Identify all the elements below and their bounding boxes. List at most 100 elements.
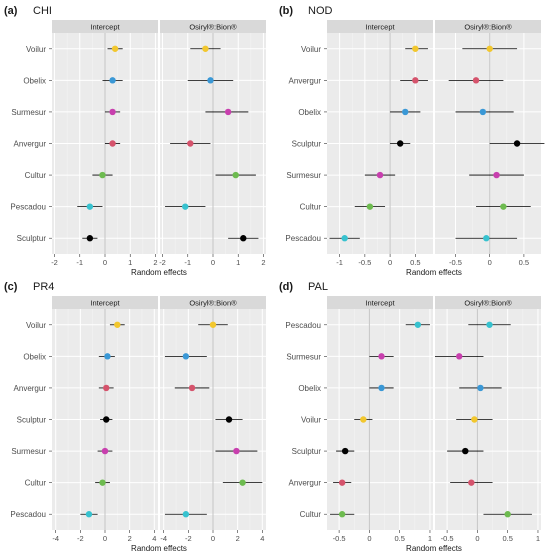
y-tick-label: Obelix: [298, 108, 321, 117]
y-tick-label: Anvergur: [14, 384, 47, 393]
y-tick-label: Pescadou: [10, 510, 46, 519]
point-cultur: [338, 511, 346, 518]
x-tick-label: 2: [261, 258, 265, 267]
facet-strip: [327, 296, 433, 309]
point-sculptur: [240, 235, 247, 242]
point-cultur: [366, 203, 374, 210]
point-anvergur: [109, 140, 116, 147]
y-tick-label: Cultur: [300, 510, 322, 519]
y-tick-label: Pescadou: [285, 234, 321, 243]
x-tick-label: -0.5: [449, 258, 462, 267]
point-anvergur: [103, 384, 110, 392]
x-tick-label: -1: [184, 258, 191, 267]
panel-title: NOD: [308, 5, 333, 17]
point-cultur: [239, 479, 246, 486]
x-tick-label: 0: [367, 534, 371, 543]
panel-pr4: (c) PR4 Voilur Obelix Anvergur Sculptur Surmes…: [4, 281, 266, 553]
panel-title: CHI: [33, 5, 52, 17]
facet-0: Intercept -0.5 0 0.5 1: [327, 296, 433, 543]
x-tick-label: 4: [260, 534, 264, 543]
point-voilur: [114, 321, 121, 328]
point-sculptur: [396, 140, 404, 147]
y-tick-label: Anvergur: [289, 76, 322, 85]
x-tick-label: 0.5: [519, 258, 529, 267]
x-tick-label: -0.5: [358, 258, 371, 267]
point-cultur: [99, 479, 106, 486]
x-tick-label: -2: [51, 258, 58, 267]
y-tick-label: Surmesur: [286, 352, 321, 361]
facet-strip: [435, 20, 541, 33]
x-tick-label: 0: [211, 258, 215, 267]
facet-strip-label: Osiryl®:Bion®: [189, 23, 237, 32]
point-sculptur: [86, 235, 94, 242]
point-pescadou: [483, 235, 490, 242]
x-tick-label: -4: [160, 534, 167, 543]
facet-strip-label: Intercept: [365, 23, 395, 32]
y-tick-label: Cultur: [25, 171, 47, 180]
point-anvergur: [468, 479, 475, 486]
x-tick-label: 2: [128, 534, 132, 543]
y-tick-label: Sculptur: [17, 234, 47, 243]
facet-1: Osiryl®:Bion® -4 -2 0 2 4: [160, 296, 266, 543]
point-pescadou: [182, 203, 189, 210]
x-tick-label: 1: [128, 258, 132, 267]
point-pescadou: [86, 203, 94, 210]
point-surmesur: [456, 353, 463, 360]
x-tick-label: -2: [159, 258, 166, 267]
point-obelix: [109, 77, 116, 84]
point-obelix: [207, 77, 214, 84]
point-voilur: [486, 45, 493, 52]
x-tick-label: 2: [236, 534, 240, 543]
point-surmesur: [101, 447, 109, 455]
facet-strip: [435, 296, 541, 309]
point-cultur: [504, 511, 511, 518]
y-tick-label: Sculptur: [292, 447, 322, 456]
panel-label: (d): [279, 281, 293, 293]
point-sculptur: [225, 416, 233, 423]
panel-label: (c): [4, 281, 18, 293]
facet-strip-label: Intercept: [90, 23, 120, 32]
panel-title: PAL: [308, 281, 328, 293]
point-anvergur: [187, 140, 194, 147]
y-tick-label: Voilur: [26, 321, 46, 330]
x-axis-title: Random effects: [131, 268, 187, 277]
y-tick-label: Anvergur: [14, 140, 47, 149]
y-tick-label: Cultur: [25, 479, 47, 488]
facet-1: Osiryl®:Bion® -2 -1 0 1 2: [159, 20, 266, 267]
y-tick-label: Obelix: [23, 352, 46, 361]
x-tick-label: -4: [52, 534, 59, 543]
x-tick-label: 0: [388, 258, 392, 267]
point-surmesur: [378, 353, 385, 360]
point-pescadou: [341, 235, 348, 242]
panel-label: (b): [279, 5, 293, 17]
x-tick-label: 0.5: [410, 258, 420, 267]
point-anvergur: [472, 77, 480, 84]
point-anvergur: [188, 384, 196, 392]
x-tick-label: 0.5: [394, 534, 404, 543]
point-cultur: [500, 203, 507, 210]
point-voilur: [202, 45, 209, 52]
x-tick-label: 0: [475, 534, 479, 543]
point-voilur: [412, 45, 419, 52]
point-voilur: [209, 321, 217, 328]
point-pescadou: [182, 511, 190, 518]
point-sculptur: [341, 447, 349, 455]
point-cultur: [99, 171, 106, 179]
facet-1: Osiryl®:Bion® -0.5 0 0.5: [435, 20, 545, 267]
point-surmesur: [233, 447, 240, 455]
y-tick-label: Cultur: [300, 203, 322, 212]
x-tick-label: 1: [536, 534, 540, 543]
y-tick-label: Voilur: [26, 45, 46, 54]
point-sculptur: [462, 447, 469, 455]
x-tick-label: -0.5: [333, 534, 346, 543]
facet-strip: [160, 20, 266, 33]
y-tick-label: Obelix: [23, 76, 46, 85]
point-surmesur: [224, 108, 232, 116]
y-tick-label: Voilur: [301, 45, 321, 54]
point-obelix: [402, 108, 409, 116]
point-pescadou: [486, 321, 493, 328]
facet-strip-label: Osiryl®:Bion®: [464, 23, 512, 32]
point-sculptur: [103, 416, 110, 423]
